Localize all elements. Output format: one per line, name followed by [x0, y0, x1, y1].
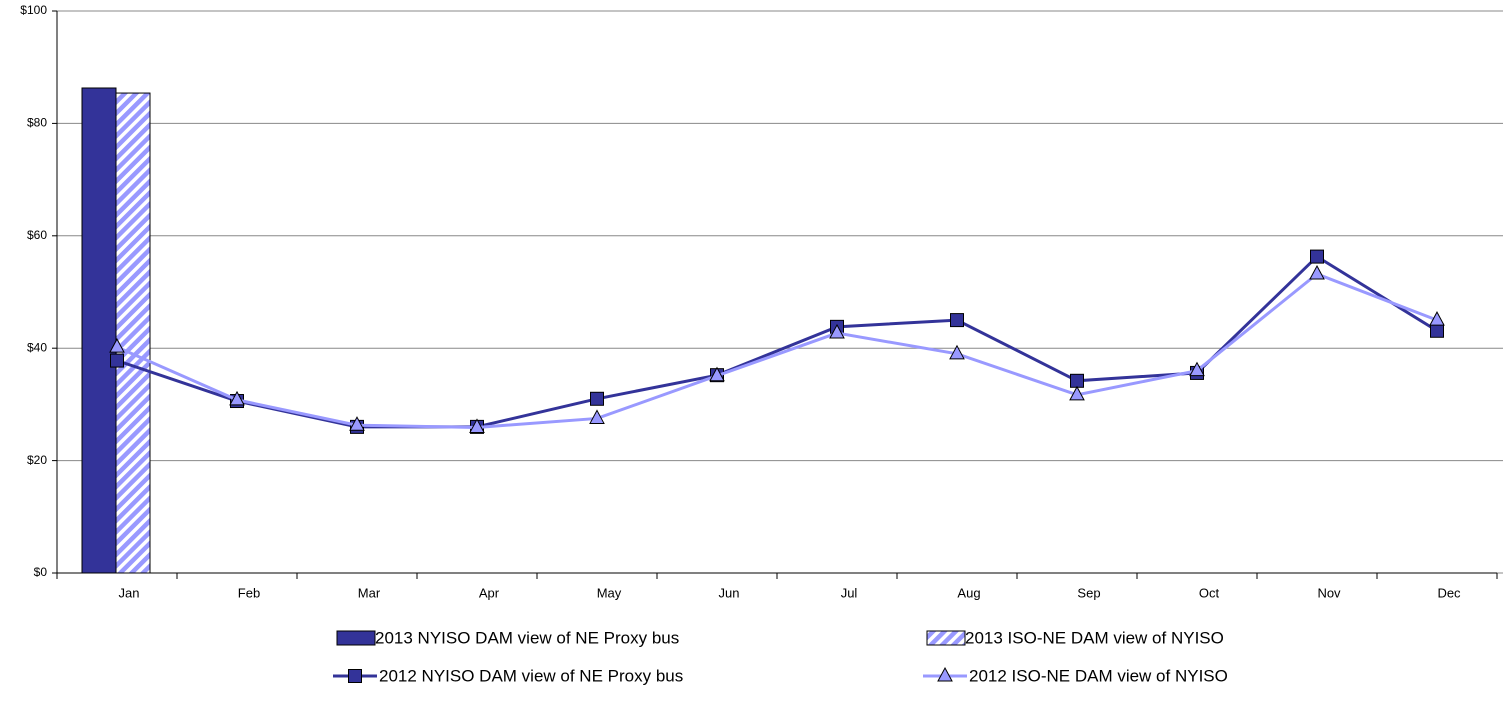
- marker: [110, 353, 124, 368]
- marker: [349, 416, 365, 431]
- bar: [115, 92, 151, 574]
- y-tick-label: $20: [27, 453, 47, 467]
- x-tick-label: Oct: [1199, 585, 1220, 600]
- y-tick-label: $40: [27, 340, 47, 354]
- marker: [1309, 264, 1325, 280]
- marker: [469, 418, 485, 433]
- x-tick-label: Jan: [119, 585, 140, 600]
- marker: [950, 313, 964, 328]
- marker: [589, 409, 605, 424]
- marker: [1069, 385, 1085, 401]
- line: [116, 254, 1438, 429]
- y-tick-label: $80: [27, 116, 47, 130]
- x-tick-label: Apr: [479, 585, 500, 600]
- marker: [949, 344, 965, 360]
- x-tick-label: Nov: [1317, 585, 1341, 600]
- x-tick-label: Mar: [358, 585, 381, 600]
- legend-marker: [937, 666, 953, 682]
- bar: [81, 87, 117, 574]
- marker: [1430, 323, 1444, 338]
- legend-swatch: [336, 630, 376, 646]
- legend-label: 2013 NYISO DAM view of NE Proxy bus: [375, 628, 679, 647]
- y-tick-label: $60: [27, 228, 47, 242]
- x-tick-label: Dec: [1437, 585, 1461, 600]
- line: [116, 272, 1438, 429]
- x-tick-label: Jun: [719, 585, 740, 600]
- legend-label: 2012 NYISO DAM view of NE Proxy bus: [379, 666, 683, 685]
- x-tick-label: Jul: [841, 585, 858, 600]
- marker: [590, 391, 604, 406]
- y-tick-label: $0: [34, 565, 48, 579]
- marker: [829, 323, 845, 339]
- marker: [1070, 373, 1084, 388]
- x-tick-label: Feb: [238, 585, 260, 600]
- legend-swatch: [926, 630, 966, 646]
- marker: [1310, 249, 1324, 264]
- x-tick-label: Sep: [1077, 585, 1100, 600]
- legend-marker: [348, 669, 362, 683]
- marker: [229, 390, 245, 406]
- marker: [1189, 361, 1205, 377]
- marker: [1429, 311, 1445, 326]
- x-tick-label: Aug: [957, 585, 980, 600]
- x-tick-label: May: [597, 585, 622, 600]
- marker: [709, 366, 725, 382]
- y-tick-label: $100: [20, 3, 47, 17]
- legend-label: 2012 ISO-NE DAM view of NYISO: [969, 666, 1228, 685]
- marker: [109, 338, 125, 353]
- legend-label: 2013 ISO-NE DAM view of NYISO: [965, 628, 1224, 647]
